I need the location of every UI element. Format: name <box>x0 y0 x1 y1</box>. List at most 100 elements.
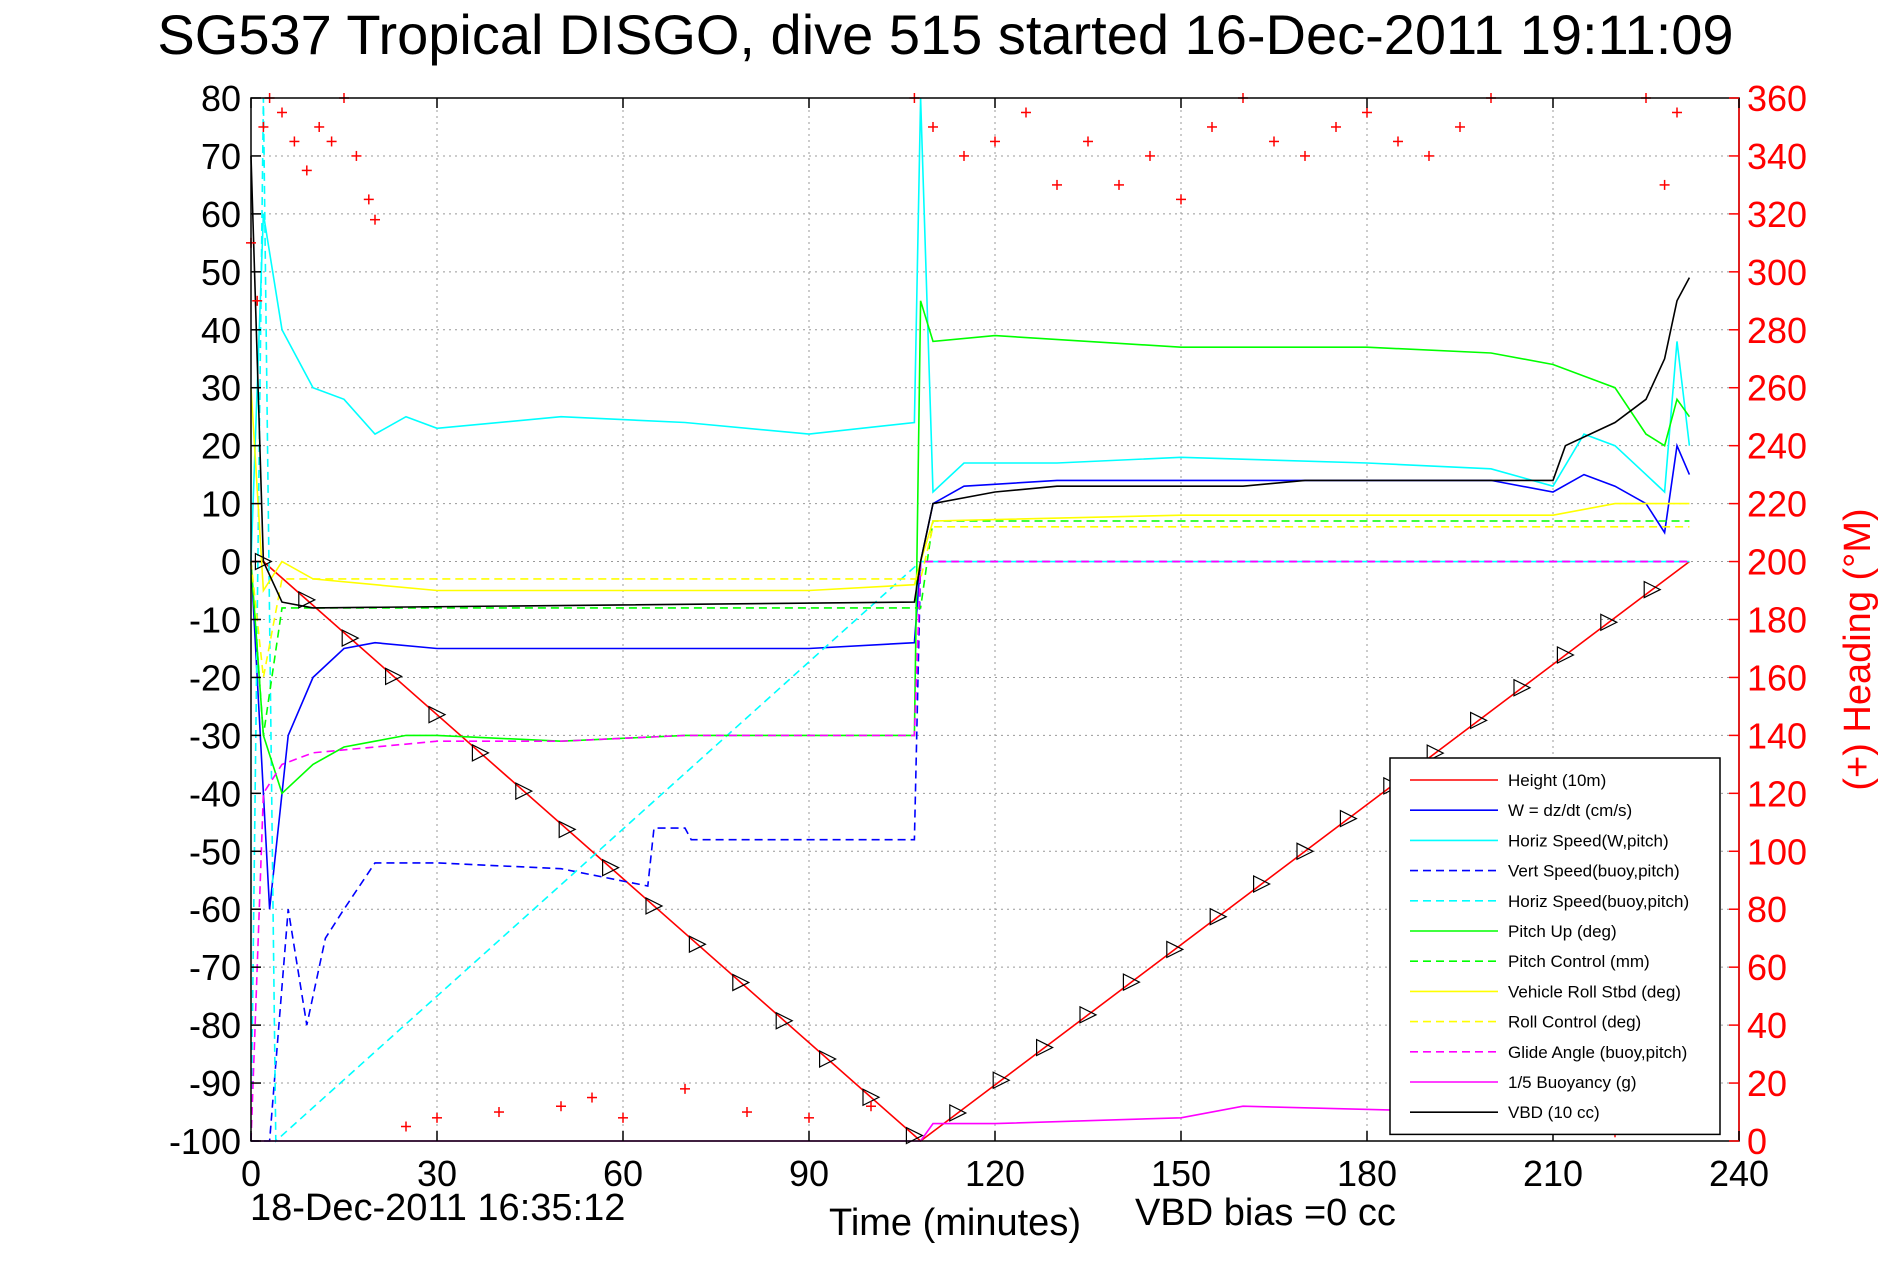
axes: 0 30 60 90 120 150 180 210 240-100-90-80-70-60-5… <box>169 78 1879 1244</box>
heading-marker <box>314 121 325 132</box>
y2-tick-label: 200 <box>1747 542 1807 583</box>
y-tick-label: 10 <box>201 484 241 525</box>
height-marker <box>732 973 751 992</box>
heading-marker <box>1362 107 1372 118</box>
height-marker <box>1166 940 1185 959</box>
vbd-bias-label: VBD bias =0 cc <box>1135 1192 1396 1234</box>
heading-marker <box>618 1112 628 1123</box>
y2-tick-label: 320 <box>1747 194 1807 235</box>
y2-tick-label: 120 <box>1747 773 1807 814</box>
height-marker <box>1643 580 1662 599</box>
y-tick-label: -10 <box>189 600 241 641</box>
heading-marker <box>432 1112 442 1123</box>
y2-tick-label: 280 <box>1747 310 1807 351</box>
x-tick-label: 210 <box>1523 1153 1583 1194</box>
height-marker <box>1513 678 1532 697</box>
height-marker <box>341 629 360 648</box>
legend-label: Vehicle Roll Stbd (deg) <box>1508 982 1681 1001</box>
height-marker <box>818 1050 837 1068</box>
heading-marker <box>1659 179 1670 190</box>
heading-marker <box>866 1101 876 1112</box>
legend-label: Glide Angle (buoy,pitch) <box>1508 1043 1687 1062</box>
y2-tick-label: 340 <box>1747 136 1807 177</box>
heading-marker <box>258 121 269 132</box>
heading-marker <box>494 1107 504 1118</box>
legend-label: Pitch Up (deg) <box>1508 922 1617 941</box>
x-tick-label: 60 <box>603 1153 643 1194</box>
height-marker <box>471 743 490 762</box>
height-marker <box>558 820 577 839</box>
legend-box <box>1389 757 1721 1136</box>
height-marker <box>1600 613 1619 632</box>
legend-label: Vert Speed(buoy,pitch) <box>1508 862 1680 881</box>
legend-label: VBD (10 cc) <box>1508 1103 1600 1122</box>
heading-marker <box>928 121 938 132</box>
x-tick-label: 0 <box>241 1153 261 1194</box>
heading-marker <box>363 194 374 205</box>
heading-marker <box>277 107 287 118</box>
y2-axis-label: (+) Heading (°M) <box>1837 508 1879 790</box>
series-line <box>250 300 1691 795</box>
y-tick-label: -30 <box>189 715 241 756</box>
x-tick-label: 30 <box>417 1153 457 1194</box>
y2-tick-label: 140 <box>1747 715 1807 756</box>
heading-marker <box>1455 121 1465 132</box>
y-tick-label: 30 <box>201 368 241 409</box>
heading-marker <box>1207 121 1217 132</box>
heading-marker <box>252 295 263 306</box>
series-layer <box>250 97 1691 1145</box>
y-tick-label: -40 <box>189 773 241 814</box>
y-tick-label: 70 <box>201 136 241 177</box>
height-marker <box>1426 744 1445 763</box>
y2-tick-label: 20 <box>1747 1063 1787 1104</box>
heading-marker <box>680 1083 690 1094</box>
y-tick-label: 40 <box>201 310 241 351</box>
height-marker <box>949 1103 968 1122</box>
height-marker <box>1252 875 1271 893</box>
series-line <box>250 155 1691 609</box>
heading-marker <box>556 1101 566 1112</box>
legend-label: Height (10m) <box>1508 771 1606 790</box>
x-axis-label: Time (minutes) <box>829 1202 1081 1244</box>
x-tick-label: 240 <box>1709 1153 1769 1194</box>
series-line <box>250 520 1690 736</box>
y-tick-label: 80 <box>201 78 241 119</box>
height-marker <box>645 896 664 915</box>
heading-marker <box>1672 107 1682 118</box>
heading-marker <box>990 136 1000 147</box>
legend-label: Horiz Speed(buoy,pitch) <box>1508 892 1689 911</box>
y2-tick-label: 260 <box>1747 368 1807 409</box>
y-tick-label: -70 <box>189 947 241 988</box>
heading-marker <box>401 1121 411 1132</box>
heading-marker <box>742 1107 752 1118</box>
heading-marker <box>1176 194 1186 205</box>
y-tick-label: 60 <box>201 194 241 235</box>
heading-marker <box>370 214 380 225</box>
y-tick-label: 0 <box>221 542 241 583</box>
heading-marker <box>1300 150 1310 161</box>
y2-tick-label: 100 <box>1747 831 1807 872</box>
y2-tick-label: 80 <box>1747 889 1787 930</box>
height-marker <box>688 935 707 954</box>
height-marker <box>1209 907 1228 926</box>
legend-label: Pitch Control (mm) <box>1508 952 1650 971</box>
height-marker <box>1296 842 1315 861</box>
heading-marker <box>1424 150 1434 161</box>
y2-tick-label: 180 <box>1747 600 1807 641</box>
heading-marker <box>1331 121 1341 132</box>
heading-marker <box>351 150 362 161</box>
chart-title: SG537 Tropical DISGO, dive 515 started 1… <box>157 3 1734 66</box>
height-marker <box>1339 809 1358 828</box>
legend-label: Roll Control (deg) <box>1508 1013 1641 1032</box>
height-marker <box>1556 646 1575 664</box>
y-tick-label: 50 <box>201 252 241 293</box>
heading-marker <box>1393 136 1403 147</box>
legend-label: 1/5 Buoyancy (g) <box>1508 1073 1637 1092</box>
height-marker <box>428 705 447 724</box>
heading-marker <box>1052 179 1062 190</box>
y2-tick-label: 60 <box>1747 947 1787 988</box>
height-marker <box>601 858 620 877</box>
height-marker <box>992 1071 1011 1090</box>
heading-marker <box>1021 107 1031 118</box>
